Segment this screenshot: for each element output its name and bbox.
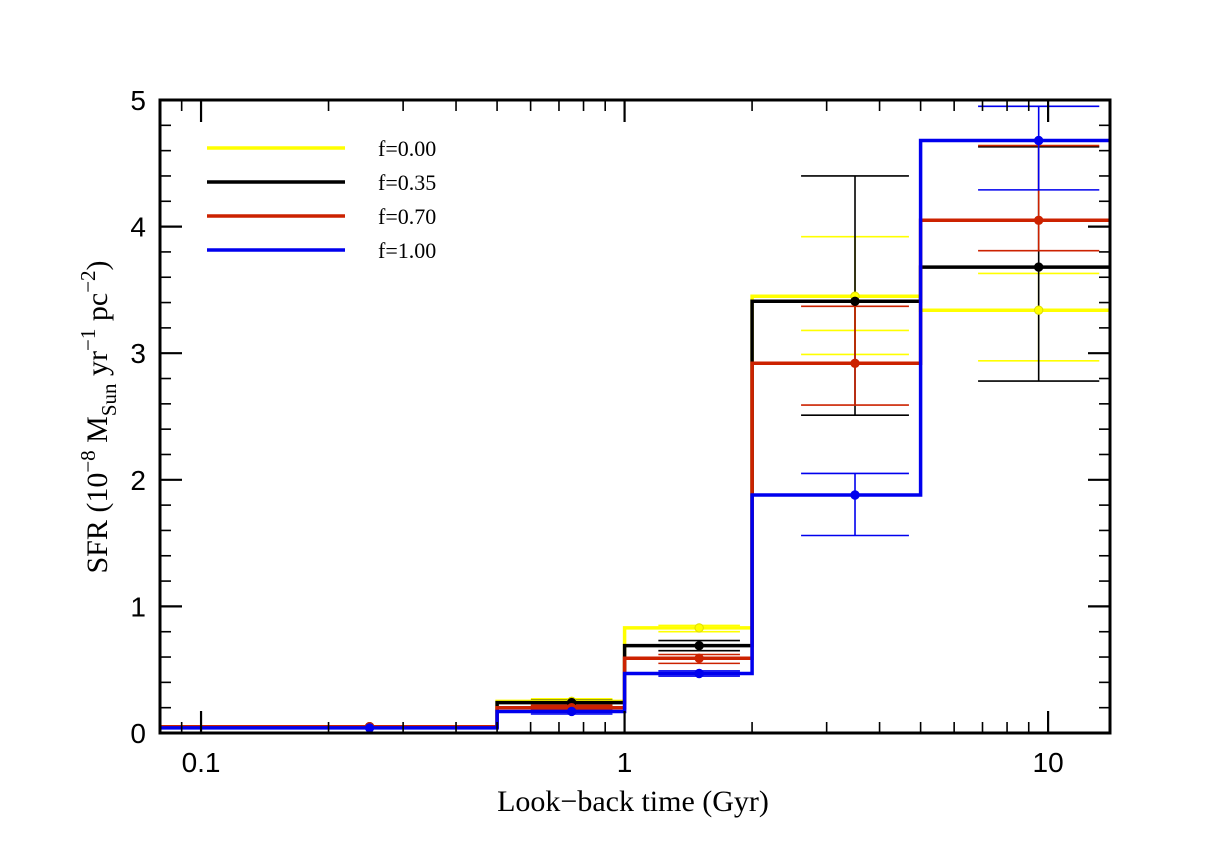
point-f=0.35-2 xyxy=(694,640,704,651)
y-title-exp3: −2 xyxy=(76,270,100,292)
axes-layer: 0 1 2 3 4 5 0.1 1 10 xyxy=(130,85,1112,778)
y-axis-title: SFR (10−8 MSun yr−1 pc−2) xyxy=(76,260,121,573)
y-tick-label-5: 5 xyxy=(130,85,146,116)
point-f=0.35-3 xyxy=(850,296,860,306)
point-f=1.00-3 xyxy=(850,490,860,500)
legend-label-f=0.00: f=0.00 xyxy=(378,136,436,161)
x-tick-label-10: 10 xyxy=(1033,747,1064,778)
point-f=0.00-2 xyxy=(694,623,704,633)
point-f=0.70-2 xyxy=(694,653,704,664)
y-title-mid1: M xyxy=(81,416,114,450)
series-layer xyxy=(160,105,1110,733)
point-f=0.35-4 xyxy=(1033,262,1044,272)
legend-entry-f=0.35: f=0.35 xyxy=(207,170,436,195)
point-f=1.00-0 xyxy=(364,723,375,733)
point-f=1.00-2 xyxy=(694,668,704,679)
y-tick-label-4: 4 xyxy=(130,212,146,243)
legend-entry-f=0.70: f=0.70 xyxy=(207,204,436,229)
legend-label-f=0.35: f=0.35 xyxy=(378,170,436,195)
point-f=0.70-4 xyxy=(1033,215,1044,225)
point-f=1.00-1 xyxy=(566,706,577,717)
y-title-exp2: −1 xyxy=(76,329,100,351)
point-f=0.00-4 xyxy=(1033,305,1044,315)
x-tick-label-0.1: 0.1 xyxy=(182,747,221,778)
y-tick-label-2: 2 xyxy=(130,465,146,496)
point-f=0.70-3 xyxy=(850,358,860,369)
legend-entry-f=0.00: f=0.00 xyxy=(207,136,436,161)
legend-entry-f=1.00: f=1.00 xyxy=(207,238,436,263)
y-tick-label-1: 1 xyxy=(130,591,146,622)
y-title-mid3: pc xyxy=(81,293,114,329)
legend: f=0.00 f=0.35 f=0.70 f=1.00 xyxy=(207,136,436,263)
y-title-exp1: −8 xyxy=(76,450,100,472)
step-f=1.00 xyxy=(160,135,1110,733)
y-tick-label-0: 0 xyxy=(130,718,146,749)
point-f=1.00-4 xyxy=(1033,135,1044,146)
y-title-sub: Sun xyxy=(97,383,121,416)
plot-frame xyxy=(158,98,1112,735)
legend-label-f=1.00: f=1.00 xyxy=(378,238,436,263)
y-title-mid2: yr xyxy=(81,351,114,384)
x-axis-title: Look−back time (Gyr) xyxy=(497,785,769,818)
y-title-suffix: ) xyxy=(81,260,114,270)
legend-label-f=0.70: f=0.70 xyxy=(378,204,436,229)
step-line-f=1.00 xyxy=(160,138,1110,730)
y-title-prefix: SFR (10 xyxy=(81,473,114,574)
x-tick-label-1: 1 xyxy=(617,747,633,778)
y-tick-label-3: 3 xyxy=(130,338,146,369)
